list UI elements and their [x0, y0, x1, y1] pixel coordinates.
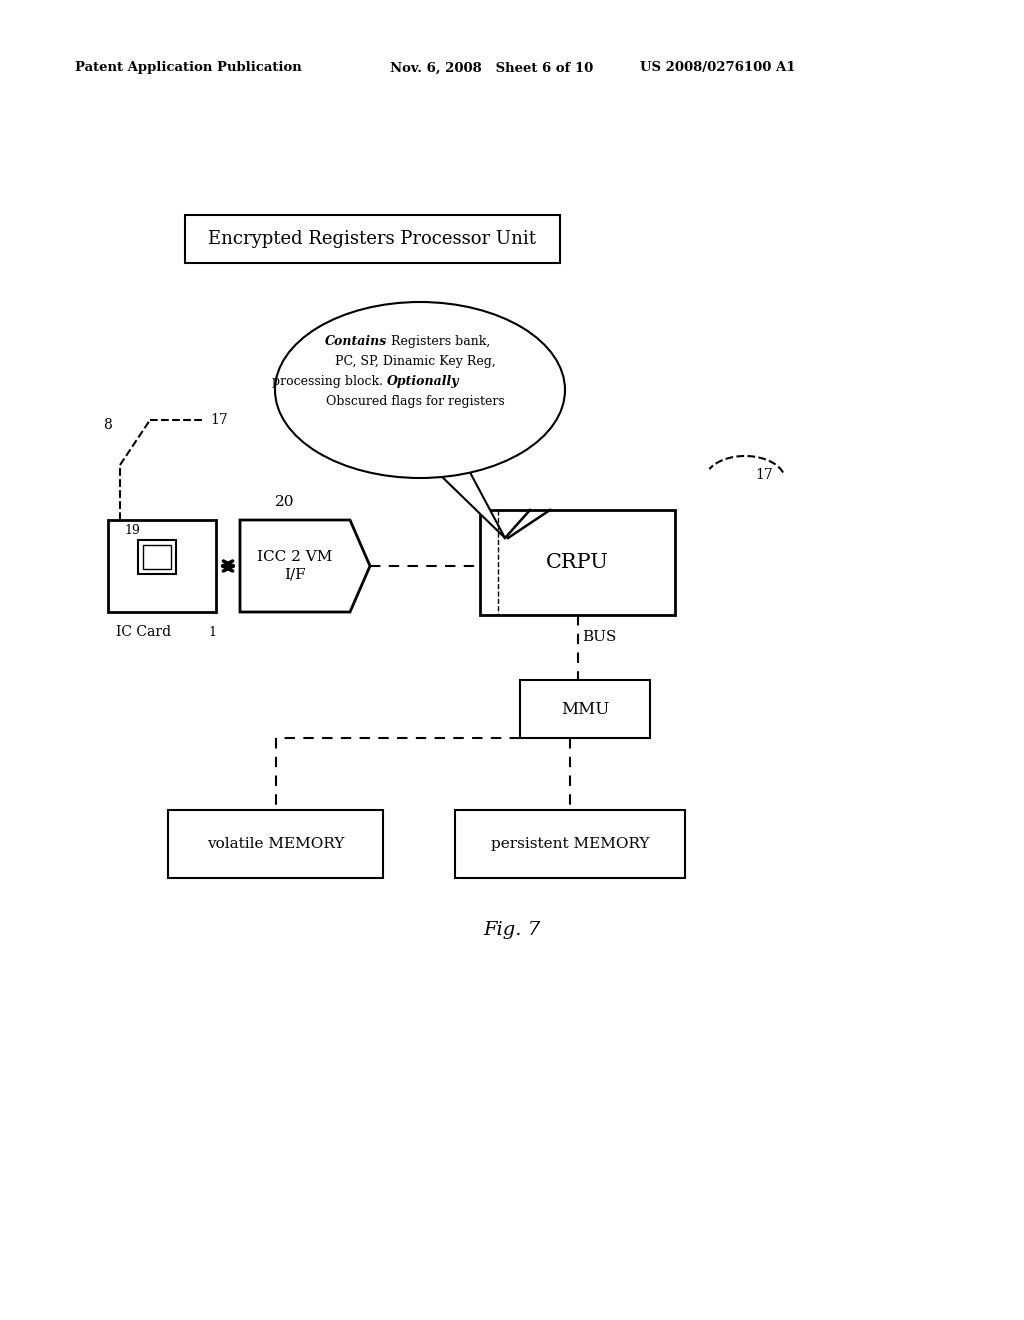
Text: Nov. 6, 2008   Sheet 6 of 10: Nov. 6, 2008 Sheet 6 of 10 — [390, 62, 593, 74]
Text: Optionally: Optionally — [387, 375, 460, 388]
Text: IC Card: IC Card — [116, 624, 171, 639]
Text: 17: 17 — [210, 413, 227, 426]
FancyBboxPatch shape — [520, 680, 650, 738]
Text: ICC 2 VM
I/F: ICC 2 VM I/F — [257, 550, 333, 582]
Text: Registers bank,: Registers bank, — [387, 335, 490, 348]
FancyBboxPatch shape — [185, 215, 560, 263]
FancyBboxPatch shape — [138, 540, 176, 574]
Text: processing block.: processing block. — [272, 375, 387, 388]
Text: Obscured flags for registers: Obscured flags for registers — [326, 395, 505, 408]
Text: persistent MEMORY: persistent MEMORY — [490, 837, 649, 851]
Text: 17: 17 — [755, 469, 773, 482]
Polygon shape — [240, 520, 370, 612]
Text: 8: 8 — [103, 418, 112, 432]
FancyBboxPatch shape — [480, 510, 675, 615]
FancyBboxPatch shape — [143, 545, 171, 569]
Text: 19: 19 — [124, 524, 140, 536]
Text: Contains: Contains — [325, 335, 387, 348]
Text: PC, SP, Dinamic Key Reg,: PC, SP, Dinamic Key Reg, — [335, 355, 496, 368]
Text: US 2008/0276100 A1: US 2008/0276100 A1 — [640, 62, 796, 74]
Text: CRPU: CRPU — [546, 553, 609, 572]
Text: 20: 20 — [275, 495, 295, 510]
FancyBboxPatch shape — [108, 520, 216, 612]
Text: Fig. 7: Fig. 7 — [483, 921, 541, 939]
Text: BUS: BUS — [583, 630, 616, 644]
Polygon shape — [435, 463, 505, 539]
FancyBboxPatch shape — [168, 810, 383, 878]
Text: Patent Application Publication: Patent Application Publication — [75, 62, 302, 74]
Text: 1: 1 — [208, 626, 216, 639]
Text: MMU: MMU — [561, 701, 609, 718]
Text: volatile MEMORY: volatile MEMORY — [207, 837, 344, 851]
Text: Encrypted Registers Processor Unit: Encrypted Registers Processor Unit — [209, 230, 537, 248]
Ellipse shape — [275, 302, 565, 478]
FancyBboxPatch shape — [455, 810, 685, 878]
